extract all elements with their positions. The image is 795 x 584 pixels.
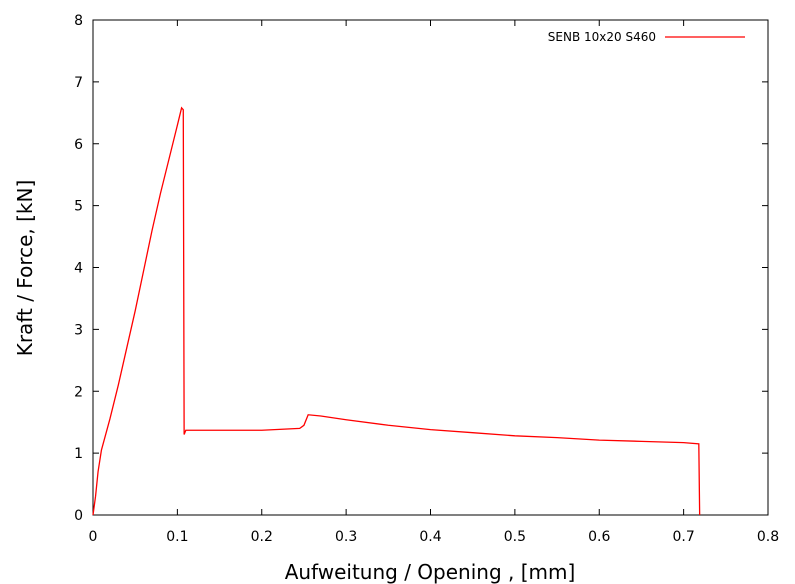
- x-tick-label: 0.5: [504, 529, 526, 545]
- y-tick-label: 3: [74, 322, 83, 338]
- y-tick-label: 6: [74, 137, 83, 153]
- y-tick-label: 8: [74, 13, 83, 29]
- series-line-senb: [92, 106, 701, 516]
- legend-label: SENB 10x20 S460: [548, 30, 656, 44]
- y-tick-label: 4: [74, 261, 83, 277]
- x-tick-label: 0.3: [335, 529, 357, 545]
- x-tick-label: 0.1: [166, 529, 188, 545]
- y-tick-label: 5: [74, 199, 83, 215]
- y-tick-label: 1: [74, 446, 83, 462]
- x-tick-label: 0.6: [588, 529, 610, 545]
- x-tick-label: 0.2: [251, 529, 273, 545]
- x-tick-label: 0: [89, 529, 98, 545]
- x-tick-label: 0.4: [419, 529, 441, 545]
- plot-frame: [92, 19, 769, 516]
- x-tick-label: 0.7: [672, 529, 694, 545]
- y-tick-label: 7: [74, 75, 83, 91]
- x-axis-ticks: 0 0.1 0.2 0.3 0.4 0.5 0.6 0.7 0.8: [89, 20, 779, 545]
- y-tick-label: 0: [74, 508, 83, 524]
- x-tick-label: 0.8: [757, 529, 779, 545]
- x-axis-title: Aufweitung / Opening , [mm]: [285, 560, 576, 584]
- y-tick-label: 2: [74, 384, 83, 400]
- y-axis-ticks: 0 1 2 3 4 5 6 7 8: [74, 13, 768, 524]
- y-axis-title: Kraft / Force, [kN]: [13, 180, 37, 357]
- legend: SENB 10x20 S460: [548, 30, 745, 44]
